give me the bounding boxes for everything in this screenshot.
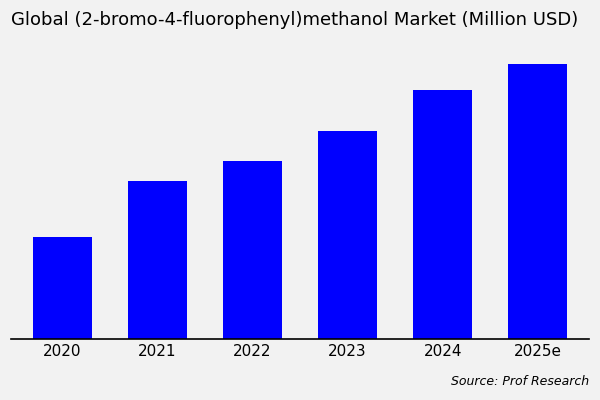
Bar	[223, 161, 282, 339]
Text: Global (2-bromo-4-fluorophenyl)methanol Market (Million USD): Global (2-bromo-4-fluorophenyl)methanol …	[11, 11, 578, 29]
Bar	[508, 64, 568, 339]
Bar	[318, 130, 377, 339]
Bar	[32, 237, 92, 339]
Text: Source: Prof Research: Source: Prof Research	[451, 375, 589, 388]
Bar	[413, 90, 472, 339]
Bar	[128, 181, 187, 339]
